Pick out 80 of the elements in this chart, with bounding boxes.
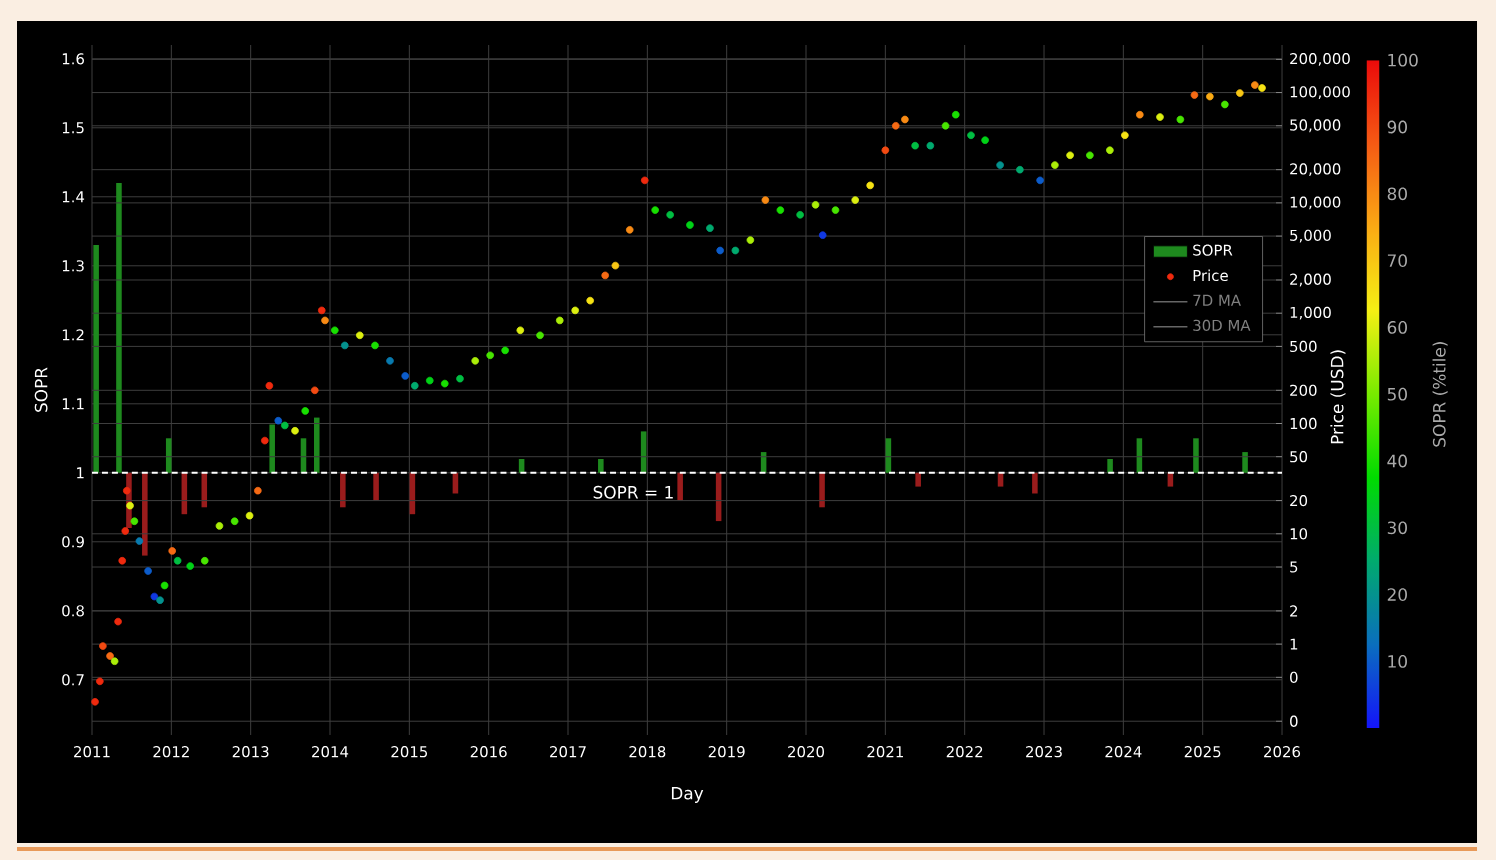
y2-tick-label: 2,000 bbox=[1290, 273, 1331, 287]
y2-tick-label: 10,000 bbox=[1290, 196, 1341, 210]
y2-tick-label: 20,000 bbox=[1290, 163, 1341, 177]
color-bar-label: 70 bbox=[1387, 254, 1407, 267]
bar bbox=[1107, 458, 1113, 473]
legend-label: 30D MA bbox=[1193, 319, 1251, 332]
bar bbox=[142, 472, 148, 556]
x-tick-label: 2012 bbox=[153, 746, 189, 758]
y-tick-label: 1 bbox=[77, 467, 84, 479]
color-bar-title: SOPR (%tile) bbox=[1432, 342, 1448, 447]
y2-tick-label: 20 bbox=[1290, 494, 1308, 507]
y2-tick-label: 50,000 bbox=[1290, 119, 1341, 133]
x-tick-label: 2018 bbox=[629, 746, 666, 758]
y-tick-label: 0.7 bbox=[62, 674, 84, 686]
y2-tick-label: 50 bbox=[1290, 451, 1308, 463]
y2-tick-label: 0 bbox=[1290, 715, 1298, 727]
color-bar-label: 100 bbox=[1388, 53, 1418, 67]
x-tick-label: 2013 bbox=[232, 746, 269, 758]
bar bbox=[269, 424, 275, 473]
color-bar-label: 80 bbox=[1387, 187, 1407, 201]
x-tick-label: 2011 bbox=[74, 746, 110, 758]
x-tick-label: 2015 bbox=[391, 746, 428, 758]
y2-tick-label: 500 bbox=[1290, 340, 1317, 353]
bar bbox=[116, 182, 122, 473]
y2-tick-label: 2 bbox=[1290, 605, 1298, 617]
x-tick-label: 2020 bbox=[788, 746, 825, 758]
y-tick-label: 0.8 bbox=[62, 605, 84, 617]
bar bbox=[93, 245, 99, 473]
bar bbox=[598, 458, 604, 473]
x-tick-label: 2026 bbox=[1264, 746, 1301, 758]
y-axis-title: SOPR bbox=[34, 367, 48, 412]
color-bar-label: 60 bbox=[1387, 320, 1407, 334]
x-tick-label: 2025 bbox=[1184, 746, 1221, 758]
x-tick-label: 2014 bbox=[312, 746, 349, 758]
legend-label: SOPR bbox=[1193, 244, 1233, 256]
y-tick-label: 1.4 bbox=[62, 191, 85, 203]
y2-tick-label: 200 bbox=[1290, 384, 1317, 396]
y2-tick-label: 0 bbox=[1290, 671, 1298, 683]
y2-tick-label: 100 bbox=[1290, 417, 1317, 430]
color-bar-label: 20 bbox=[1387, 588, 1407, 601]
y2-tick-label: 10 bbox=[1290, 528, 1308, 540]
y-tick-label: 1.1 bbox=[62, 398, 84, 410]
ref-line-label: SOPR = 1 bbox=[593, 485, 673, 499]
bar bbox=[373, 472, 379, 501]
x-tick-label: 2017 bbox=[550, 746, 586, 758]
y-tick-label: 1.5 bbox=[62, 122, 84, 134]
bar bbox=[340, 472, 346, 508]
x-axis-title: Day bbox=[671, 787, 704, 803]
color-bar-label: 10 bbox=[1388, 654, 1407, 668]
x-tick-label: 2019 bbox=[708, 746, 745, 758]
x-tick-label: 2024 bbox=[1105, 746, 1142, 758]
color-bar-label: 50 bbox=[1387, 387, 1407, 401]
bar bbox=[819, 472, 825, 508]
y2-tick-label: 1 bbox=[1290, 638, 1298, 650]
x-tick-label: 2022 bbox=[946, 746, 983, 758]
bar bbox=[1032, 472, 1038, 494]
bar bbox=[677, 472, 683, 501]
y2-tick-label: 1,000 bbox=[1290, 306, 1331, 320]
bar bbox=[313, 417, 320, 473]
bar bbox=[1242, 452, 1248, 473]
x-tick-label: 2016 bbox=[470, 746, 507, 758]
legend-label: 7D MA bbox=[1193, 294, 1241, 306]
y2-tick-label: 100,000 bbox=[1290, 86, 1350, 99]
legend-label: Price bbox=[1193, 269, 1228, 282]
y2-tick-label: 5 bbox=[1290, 561, 1298, 573]
y-tick-label: 1.6 bbox=[62, 53, 85, 65]
x-tick-label: 2023 bbox=[1026, 746, 1062, 758]
bar bbox=[915, 472, 921, 487]
y2-tick-label: 5,000 bbox=[1290, 229, 1331, 243]
y-tick-label: 0.9 bbox=[62, 536, 84, 548]
y2-tick-label: 200,000 bbox=[1290, 52, 1350, 66]
y2-axis-title: Price (USD) bbox=[1330, 350, 1346, 444]
x-tick-label: 2021 bbox=[867, 746, 903, 758]
color-bar-label: 90 bbox=[1387, 120, 1407, 134]
bar bbox=[1193, 438, 1199, 473]
y-tick-label: 1.3 bbox=[62, 260, 84, 272]
y-tick-label: 1.2 bbox=[62, 329, 84, 341]
color-bar-label: 40 bbox=[1387, 454, 1407, 468]
color-bar-label: 30 bbox=[1387, 521, 1407, 535]
bar bbox=[165, 438, 172, 473]
